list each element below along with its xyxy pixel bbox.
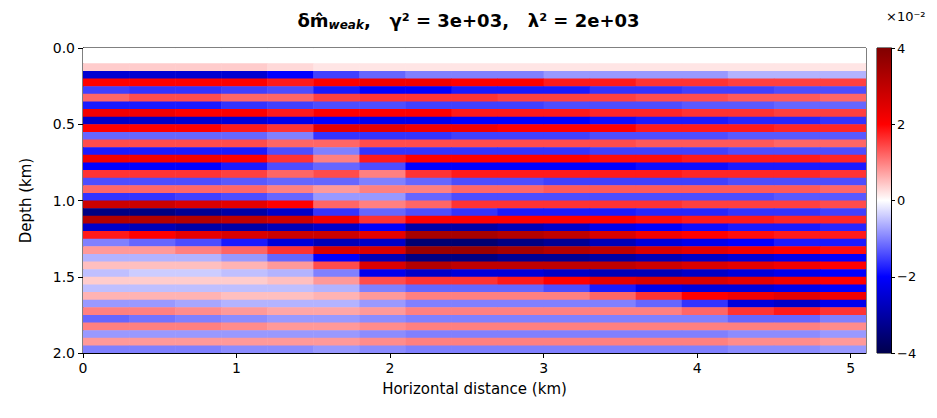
svg-text:weak: weak	[329, 18, 365, 32]
svg-text:3: 3	[539, 360, 548, 376]
svg-text:0: 0	[897, 193, 905, 208]
svg-text:1.0: 1.0	[53, 193, 75, 209]
svg-text:1.5: 1.5	[53, 269, 75, 285]
svg-text:2: 2	[897, 117, 905, 132]
svg-text:−2: −2	[897, 269, 916, 284]
svg-text:2: 2	[386, 360, 395, 376]
svg-text:4: 4	[897, 41, 905, 56]
svg-text:4: 4	[693, 360, 702, 376]
svg-text:−4: −4	[897, 346, 916, 361]
svg-text:δm̂: δm̂	[297, 10, 328, 31]
svg-text:0.0: 0.0	[53, 40, 75, 56]
svg-text:0: 0	[79, 360, 88, 376]
svg-text:Depth (km): Depth (km)	[17, 158, 35, 243]
svg-text:, γ² = 3e+03, λ² = 2e+03: , γ² = 3e+03, λ² = 2e+03	[364, 10, 640, 31]
svg-text:0.5: 0.5	[53, 116, 75, 132]
svg-text:1: 1	[232, 360, 241, 376]
svg-text:5: 5	[846, 360, 855, 376]
svg-text:Horizontal distance (km): Horizontal distance (km)	[382, 380, 567, 398]
svg-text:2.0: 2.0	[53, 345, 75, 361]
svg-text:×10⁻²: ×10⁻²	[886, 9, 926, 24]
